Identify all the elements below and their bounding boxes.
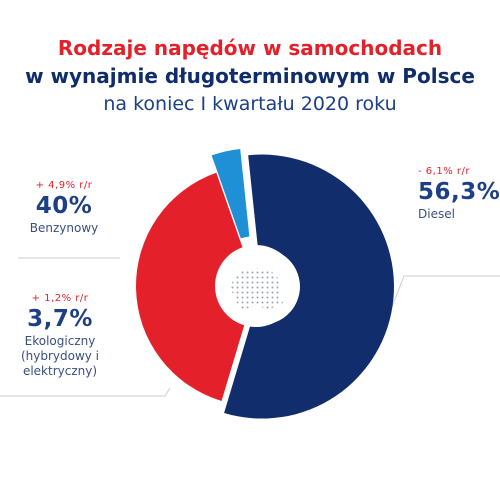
label-diesel: - 6,1% r/r 56,3% Diesel: [418, 166, 500, 222]
diesel-value: 56,3%: [418, 179, 500, 205]
benzynowy-name: Benzynowy: [29, 221, 99, 235]
title-line-1: Rodzaje napędów w samochodach: [57, 36, 443, 60]
ekologiczny-change: + 1,2% r/r: [31, 293, 89, 304]
ekologiczny-name-line-2: (hybrydowy i: [20, 349, 100, 363]
diesel-name: Diesel: [418, 207, 455, 221]
benzynowy-value: 40%: [35, 193, 93, 219]
slice-diesel: [224, 154, 394, 419]
title-line-3: na koniec I kwartału 2020 roku: [103, 93, 397, 115]
chart-title: Rodzaje napędów w samochodach w wynajmie…: [0, 34, 500, 118]
diesel-change: - 6,1% r/r: [418, 166, 470, 177]
ekologiczny-name-line-1: Ekologiczny: [24, 334, 96, 348]
ekologiczny-name-line-3: elektryczny): [22, 364, 98, 378]
label-benzynowy: + 4,9% r/r 40% Benzynowy: [18, 180, 110, 236]
label-ekologiczny: + 1,2% r/r 3,7% Ekologiczny (hybrydowy i…: [12, 293, 108, 379]
pie-slices: [135, 148, 394, 419]
leader-ekologiczny: [0, 387, 171, 397]
leader-diesel: [379, 275, 500, 339]
title-line-2: w wynajmie długoterminowym w Polsce: [25, 64, 475, 88]
slice-ekologiczny: [211, 148, 250, 239]
benzynowy-change: + 4,9% r/r: [35, 180, 93, 191]
ekologiczny-value: 3,7%: [27, 306, 93, 332]
poland-map-icon: [231, 268, 283, 310]
slice-benzynowy: [135, 172, 246, 401]
